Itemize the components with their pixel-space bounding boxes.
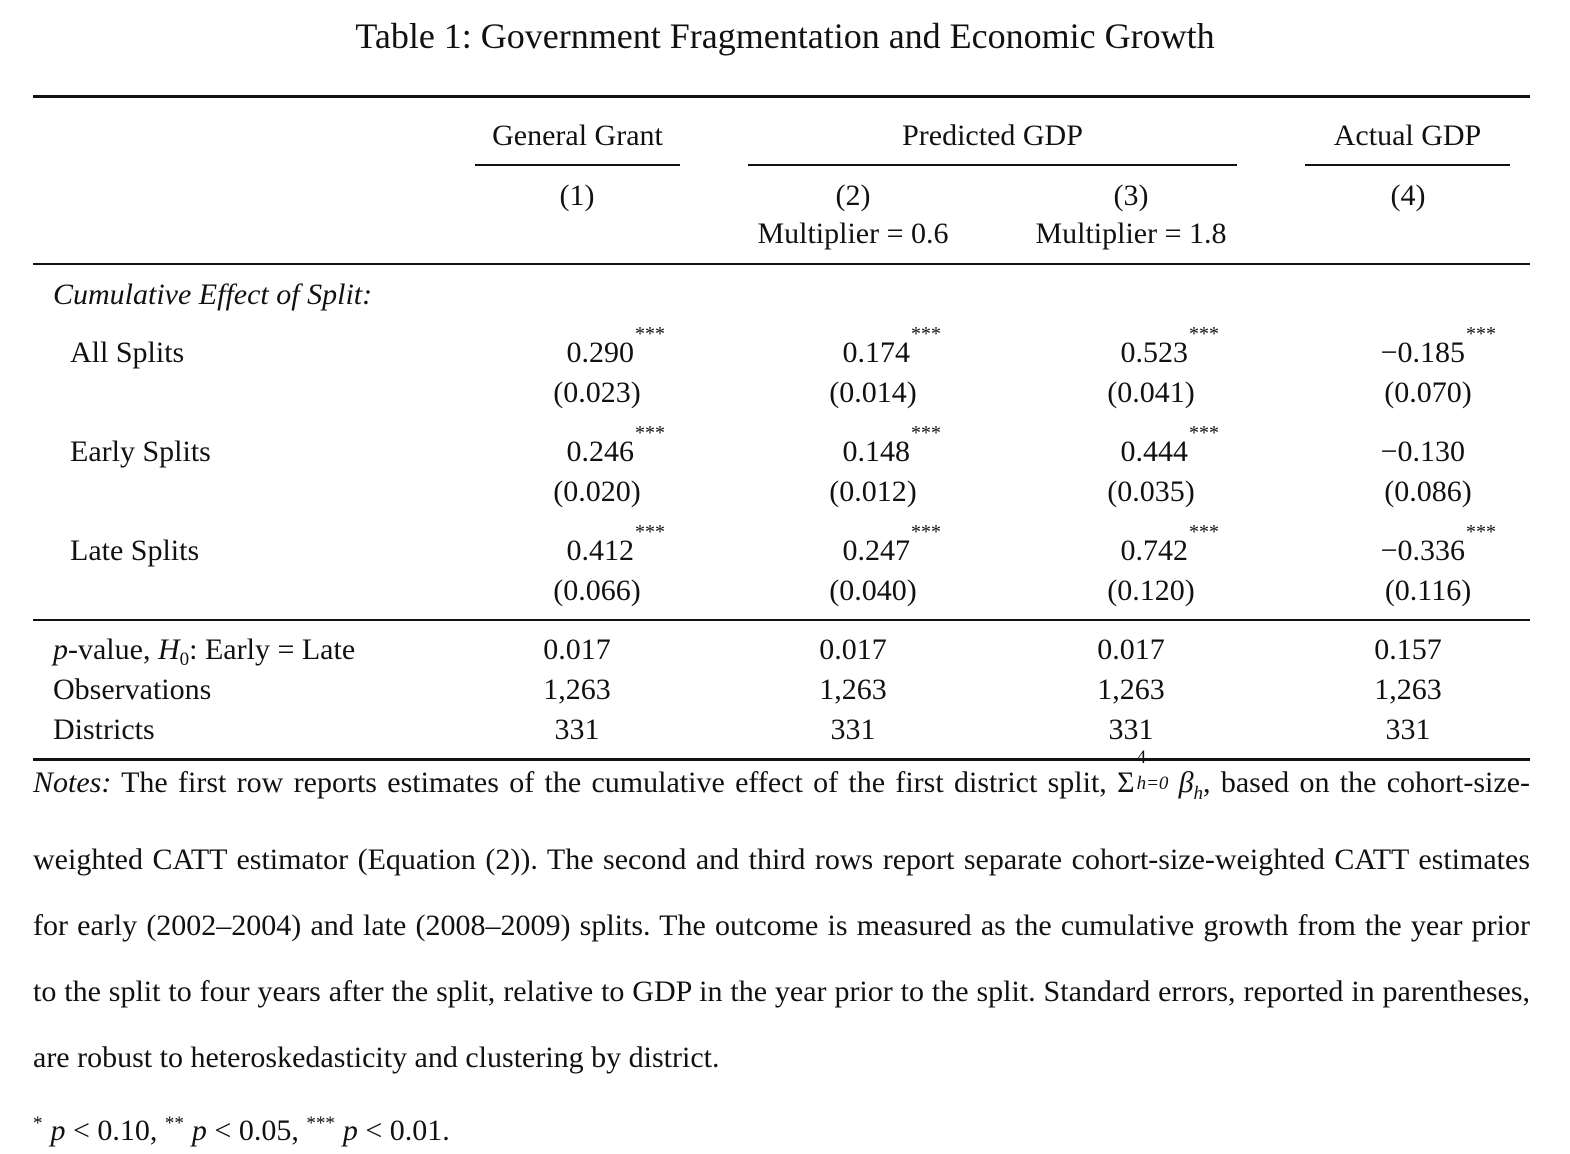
mid-rule [33, 619, 1530, 621]
stat-label-part: p [53, 633, 68, 666]
sig-stars: * [33, 1113, 43, 1134]
notes-text: The first row reports estimates of the c… [111, 766, 1118, 799]
row-label: Early Splits [70, 435, 211, 468]
std-error: (0.023) [553, 376, 641, 409]
stat-label-part: : Early = Late [189, 633, 356, 666]
sig-p: p [191, 1114, 207, 1147]
group-underline [475, 164, 680, 166]
column-number: (4) [1390, 179, 1426, 212]
std-error: (0.040) [829, 574, 917, 607]
significance-stars: *** [1466, 521, 1496, 543]
mid-rule [33, 263, 1530, 265]
sum-upper: 4 [1136, 747, 1147, 768]
stat-value: 1,263 [819, 673, 887, 706]
row-label: Late Splits [70, 534, 200, 567]
stat-value: 331 [554, 713, 600, 746]
estimate: 0.523 [1120, 336, 1189, 369]
sum-term: β [1178, 766, 1194, 799]
significance: * p < 0.10, ** p < 0.05, *** p < 0.01. [33, 1091, 1530, 1154]
column-subheader: Multiplier = 1.8 [1035, 217, 1227, 250]
stat-value: 331 [1108, 713, 1154, 746]
estimate: 0.742 [1120, 534, 1189, 567]
estimate: 0.247 [842, 534, 911, 567]
sig-stars: ** [164, 1113, 184, 1134]
sum-term-sub: h [1193, 783, 1204, 804]
stat-value: 1,263 [1097, 673, 1165, 706]
group-header: Actual GDP [1333, 119, 1482, 152]
std-error: (0.120) [1107, 574, 1195, 607]
stat-value: 0.017 [819, 633, 887, 666]
stat-value: 0.017 [1097, 633, 1165, 666]
notes-text: , based on the cohort-size-weighted CATT… [33, 766, 1531, 1074]
stat-label-part: H [157, 633, 180, 666]
std-error: (0.066) [553, 574, 641, 607]
column-number: (3) [1113, 179, 1149, 212]
sig-text: < 0.01. [357, 1114, 450, 1147]
stat-label-part: 0 [179, 649, 190, 670]
stat-label: p-value, H0: Early = Late [53, 633, 355, 677]
significance-stars: *** [635, 422, 665, 444]
estimate: −0.185 [1380, 336, 1465, 369]
stat-value: 331 [1385, 713, 1431, 746]
significance-stars: *** [1466, 323, 1496, 345]
significance-stars: *** [1189, 422, 1219, 444]
notes-label: Notes: [33, 766, 112, 799]
estimate: 0.246 [566, 435, 635, 468]
table-title: Table 1: Government Fragmentation and Ec… [355, 16, 1215, 56]
group-header: Predicted GDP [902, 119, 1083, 152]
sig-p: p [50, 1114, 66, 1147]
column-number: (2) [835, 179, 871, 212]
stat-label: Districts [53, 713, 155, 746]
std-error: (0.012) [829, 475, 917, 508]
estimate: 0.174 [842, 336, 911, 369]
bottom-rule [33, 758, 1530, 761]
estimate: 0.444 [1120, 435, 1189, 468]
std-error: (0.041) [1107, 376, 1195, 409]
column-number: (1) [559, 179, 595, 212]
sum-symbol: Σ [1117, 766, 1135, 799]
notes: Notes: The first row reports estimates o… [33, 748, 1531, 1154]
estimate: 0.412 [566, 534, 635, 567]
std-error: (0.086) [1384, 475, 1472, 508]
sig-p: p [342, 1114, 358, 1147]
sig-text: < 0.05, [206, 1114, 307, 1147]
stat-value: 331 [830, 713, 876, 746]
std-error: (0.070) [1384, 376, 1472, 409]
section-label: Cumulative Effect of Split: [53, 278, 373, 311]
significance-stars: *** [1189, 323, 1219, 345]
std-error: (0.116) [1384, 574, 1472, 607]
stat-label: Observations [53, 673, 212, 706]
sig-stars: *** [306, 1113, 335, 1134]
sig-text: < 0.10, [65, 1114, 165, 1147]
estimate: 0.148 [842, 435, 911, 468]
top-rule [33, 95, 1530, 98]
row-label: All Splits [70, 336, 185, 369]
group-header: General Grant [492, 119, 663, 152]
stat-label-part: -value, [68, 633, 158, 666]
significance-stars: *** [911, 323, 941, 345]
std-error: (0.035) [1107, 475, 1195, 508]
stat-value: 1,263 [1374, 673, 1442, 706]
group-underline [1305, 164, 1510, 166]
std-error: (0.014) [829, 376, 917, 409]
sum-lower: h=0 [1136, 773, 1169, 794]
sum-limits: 4 h=0 [1135, 748, 1179, 794]
stat-value: 0.157 [1374, 633, 1442, 666]
significance-stars: *** [1189, 521, 1219, 543]
estimate: −0.336 [1380, 534, 1465, 567]
column-subheader: Multiplier = 0.6 [757, 217, 949, 250]
estimate: 0.290 [566, 336, 635, 369]
stat-value: 0.017 [543, 633, 611, 666]
stat-value: 1,263 [543, 673, 611, 706]
std-error: (0.020) [553, 475, 641, 508]
group-underline [748, 164, 1237, 166]
estimate: −0.130 [1380, 435, 1465, 468]
significance-stars: *** [635, 521, 665, 543]
significance-stars: *** [911, 521, 941, 543]
significance-stars: *** [911, 422, 941, 444]
significance-stars: *** [635, 323, 665, 345]
